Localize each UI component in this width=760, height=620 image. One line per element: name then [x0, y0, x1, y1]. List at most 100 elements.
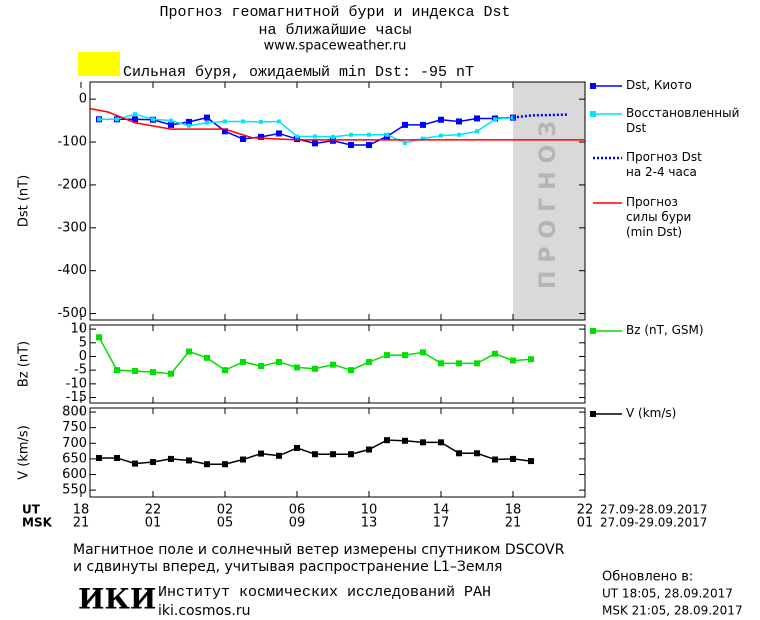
x-tick-label: 22: [145, 503, 162, 518]
data-point: [384, 352, 390, 359]
data-point: [133, 112, 137, 117]
data-point: [456, 450, 462, 457]
data-point: [312, 140, 318, 147]
data-point: [223, 119, 227, 124]
y-tick-label: 750: [62, 420, 87, 435]
data-point: [510, 455, 516, 462]
y-tick-label: -400: [57, 263, 87, 278]
alert: Сильная буря, ожидаемый min Dst: -95 nT: [123, 64, 474, 81]
x-tick-label: 13: [361, 516, 378, 531]
y-tick-label: 700: [62, 436, 87, 451]
data-point: [204, 461, 210, 468]
data-point: [186, 118, 192, 125]
data-point: [403, 140, 407, 145]
data-point: [402, 121, 408, 128]
legend-marker: [590, 111, 596, 117]
data-point: [438, 360, 444, 367]
y-tick-label: 0: [79, 92, 87, 107]
y-tick-label: -10: [66, 376, 87, 391]
data-point: [294, 364, 300, 371]
data-point: [330, 137, 336, 144]
title-2: на ближайшие часы: [258, 22, 411, 39]
msk-range: 27.09-29.09.2017: [600, 516, 707, 530]
data-point: [259, 119, 263, 124]
panel-frame: [89, 324, 586, 404]
y-tick-label: 600: [62, 467, 87, 482]
data-point: [276, 130, 282, 137]
data-point: [96, 454, 102, 461]
data-point: [276, 358, 282, 365]
y-axis-label: Bz (nT): [17, 341, 32, 387]
data-point: [294, 136, 300, 143]
note: Магнитное поле и солнечный ветер измерен…: [73, 542, 565, 558]
data-point: [115, 117, 119, 122]
y-tick-label: 5: [79, 335, 87, 350]
data-point: [348, 142, 354, 149]
data-point: [313, 134, 317, 139]
data-point: [474, 360, 480, 367]
note: и сдвинуты вперед, учитывая распростране…: [73, 559, 502, 575]
y-tick-label: 650: [62, 451, 87, 466]
data-point: [402, 352, 408, 359]
legend-label: V (km/s): [626, 406, 677, 420]
data-point: [312, 365, 318, 372]
data-point: [474, 115, 480, 122]
y-tick-label: -500: [57, 306, 87, 321]
data-point: [510, 357, 516, 364]
y-axis-label: Dst (nT): [17, 175, 32, 227]
data-point: [528, 458, 534, 465]
data-point: [349, 132, 353, 137]
data-point: [492, 350, 498, 357]
data-point: [348, 367, 354, 374]
forecast-band: [513, 82, 585, 320]
updated-msk: MSK 21:05, 28.09.2017: [602, 604, 743, 618]
data-point: [240, 358, 246, 365]
data-point: [204, 114, 210, 121]
data-point: [456, 360, 462, 367]
legend-marker: [590, 328, 596, 334]
data-point: [493, 117, 497, 122]
y-tick-label: -300: [57, 220, 87, 235]
data-point: [312, 451, 318, 458]
y-tick-label: 800: [62, 405, 87, 420]
data-point: [114, 454, 120, 461]
data-point: [96, 334, 102, 341]
data-point: [222, 461, 228, 468]
data-point: [402, 437, 408, 444]
data-point: [420, 121, 426, 128]
data-point: [295, 134, 299, 139]
series-line: [99, 116, 514, 146]
data-point: [258, 450, 264, 457]
data-point: [294, 444, 300, 451]
x-tick-label: 01: [145, 516, 162, 531]
series-line: [512, 113, 568, 119]
y-tick-label: -200: [57, 177, 87, 192]
data-point: [132, 460, 138, 467]
x-tick-label: 18: [505, 503, 522, 518]
data-point: [241, 119, 245, 124]
data-point: [168, 370, 174, 377]
data-point: [169, 118, 173, 123]
data-point: [132, 367, 138, 374]
legend-label: Прогноз силы бури (min Dst): [626, 195, 692, 239]
data-point: [528, 356, 534, 363]
x-tick-label: 09: [289, 516, 306, 531]
ut-range: 27.09-28.09.2017: [600, 503, 707, 517]
data-point: [330, 451, 336, 458]
data-point: [187, 123, 191, 128]
data-point: [421, 136, 425, 141]
data-point: [151, 117, 155, 122]
data-point: [384, 437, 390, 444]
data-point: [186, 457, 192, 464]
data-point: [132, 116, 138, 123]
data-point: [97, 117, 101, 122]
x-tick-label: 10: [361, 503, 378, 518]
data-point: [114, 367, 120, 374]
data-point: [258, 363, 264, 370]
panel-frame: [89, 407, 586, 498]
legend-label: Dst, Киото: [626, 78, 692, 92]
data-point: [366, 358, 372, 365]
y-tick-label: 0: [79, 349, 87, 364]
data-point: [186, 348, 192, 355]
